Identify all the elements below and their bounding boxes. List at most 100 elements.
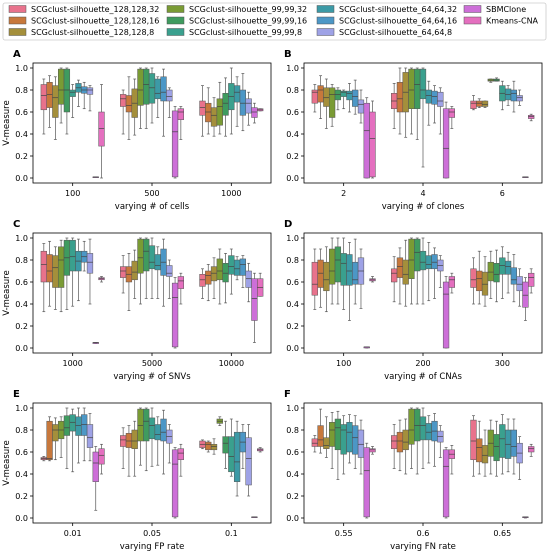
box: [499, 257, 506, 275]
x-tick-label: 0.55: [335, 529, 353, 538]
panel-label: B: [284, 49, 292, 60]
y-tick-label: 0.6: [15, 278, 28, 287]
legend-frame: [2, 2, 547, 41]
x-tick-label: 0.05: [143, 529, 161, 538]
box: [69, 239, 76, 272]
box: [448, 276, 455, 288]
box: [199, 100, 206, 116]
box: [323, 87, 330, 107]
box: [216, 98, 223, 126]
box: [487, 261, 494, 282]
box: [414, 238, 421, 272]
y-tick-label: 0.2: [286, 492, 299, 501]
box: [363, 102, 370, 179]
legend-swatch: [166, 5, 185, 13]
box: [57, 68, 65, 105]
box: [251, 107, 258, 118]
box: [493, 434, 500, 462]
box: [528, 272, 535, 287]
x-tick-label: 10000: [219, 359, 244, 368]
box: [419, 250, 427, 271]
x-tick-label: 1000: [62, 359, 82, 368]
y-tick-label: 0.4: [15, 470, 28, 479]
box: [137, 408, 144, 442]
box: [131, 260, 138, 281]
box: [40, 84, 47, 111]
y-tick-label: 0.8: [286, 426, 299, 435]
panel-label: E: [13, 389, 20, 400]
box: [442, 449, 450, 518]
box: [137, 68, 144, 106]
axes-frame: [32, 232, 272, 354]
box: [166, 89, 173, 102]
x-tick-label: 500: [144, 189, 159, 198]
axes-frame: [32, 402, 272, 524]
axes-frame: [32, 62, 272, 184]
legend-swatch: [8, 28, 27, 36]
box: [363, 447, 370, 518]
box: [160, 76, 167, 102]
box: [317, 425, 324, 447]
y-tick-label: 0.4: [15, 300, 28, 309]
legend-swatch: [463, 5, 482, 13]
box: [396, 257, 404, 278]
x-axis-label: varying # of clones: [382, 202, 465, 212]
box: [510, 429, 518, 457]
box: [98, 448, 105, 465]
y-tick-label: 0.4: [15, 130, 28, 139]
panel-label: D: [284, 219, 292, 230]
y-tick-label: 1.0: [286, 64, 299, 73]
box: [52, 424, 59, 442]
y-tick-label: 0.8: [15, 426, 28, 435]
y-tick-label: 0.4: [286, 130, 299, 139]
box: [137, 238, 144, 274]
box: [369, 448, 376, 453]
y-tick-label: 1.0: [15, 234, 28, 243]
box: [493, 263, 500, 283]
box: [402, 429, 409, 451]
box: [228, 255, 235, 275]
box: [148, 417, 156, 440]
box: [391, 435, 398, 449]
box: [516, 95, 523, 102]
x-tick-label: 200: [415, 359, 430, 368]
panel-label: A: [13, 49, 21, 60]
box: [120, 435, 127, 447]
y-axis-label: V-measure: [2, 270, 12, 315]
y-tick-label: 1.0: [286, 404, 299, 413]
x-tick-label: 100: [65, 189, 80, 198]
box: [396, 431, 404, 453]
box: [222, 93, 229, 116]
box: [481, 271, 489, 296]
x-tick-label: 0.6: [417, 529, 430, 538]
box: [143, 408, 150, 442]
box: [171, 449, 179, 518]
x-tick-label: 4: [420, 189, 425, 198]
box: [210, 444, 218, 451]
panel-label: C: [13, 219, 20, 230]
box: [245, 270, 252, 288]
panel-A: A 0.0 0.2 0.4 0.6 0.8 1.0 V-measure 100 500 1000 va…: [2, 49, 272, 212]
y-tick-label: 0.6: [15, 108, 28, 117]
box: [245, 437, 252, 486]
box: [528, 115, 535, 119]
legend: SCGclust-silhouette_128,128,32 SCGclust-s…: [2, 2, 547, 41]
box: [408, 68, 415, 109]
box: [352, 261, 359, 285]
panel-E: E 0.0 0.2 0.4 0.6 0.8 1.0 V-measure 0.01 0.05 0.1 v…: [2, 389, 272, 552]
box: [419, 68, 427, 100]
box: [414, 408, 421, 442]
axes-frame: [303, 62, 543, 184]
box: [334, 418, 342, 451]
box: [448, 108, 455, 118]
y-axis-label: V-measure: [2, 100, 12, 145]
x-axis-label: varying # of SNVs: [113, 372, 191, 382]
legend-swatch: [8, 5, 27, 13]
legend-swatch: [166, 28, 185, 36]
x-axis-label: varying FN rate: [390, 542, 456, 552]
box: [499, 424, 506, 458]
y-tick-label: 0.0: [15, 344, 28, 353]
x-tick-label: 100: [336, 359, 351, 368]
box: [46, 420, 53, 460]
